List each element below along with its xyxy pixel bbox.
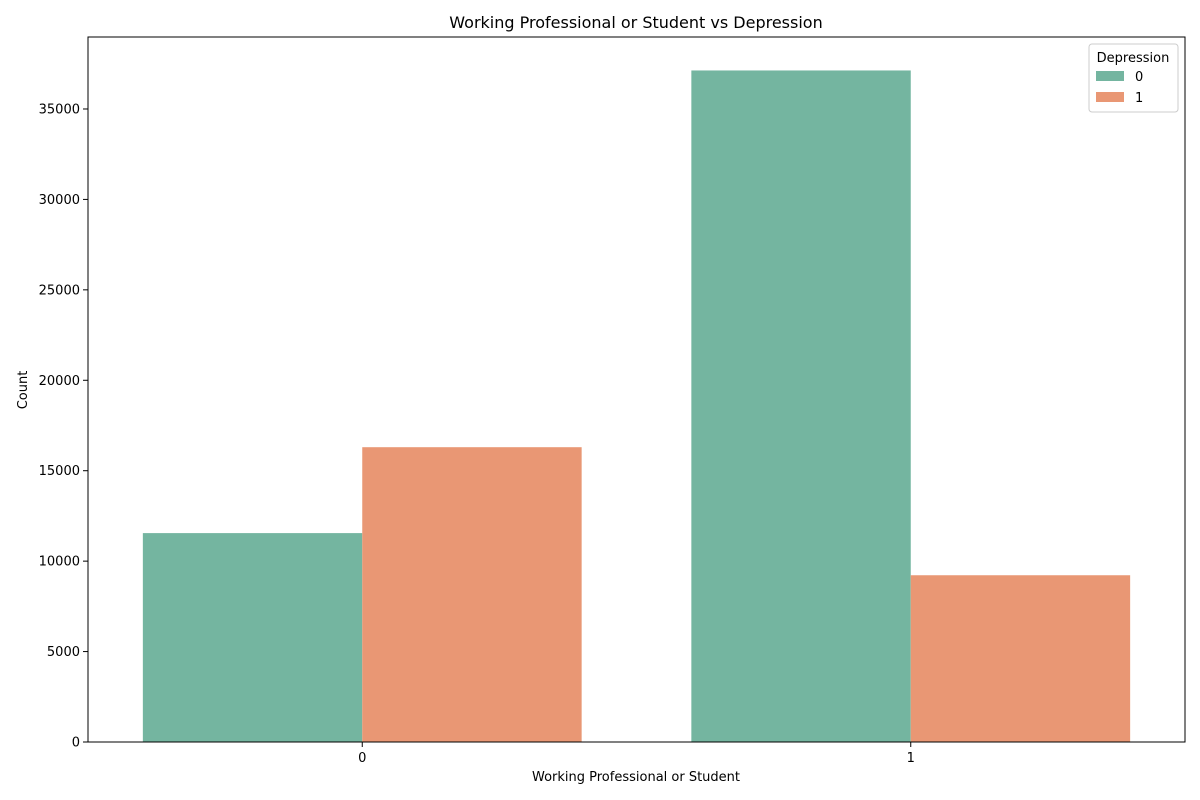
legend-swatch-0 — [1096, 71, 1124, 81]
y-tick-label: 25000 — [39, 283, 80, 298]
legend-label-1: 1 — [1135, 91, 1143, 106]
y-tick-label: 10000 — [39, 555, 80, 570]
legend-title: Depression — [1097, 51, 1170, 66]
y-tick-label: 30000 — [39, 193, 80, 208]
y-tick-label: 15000 — [39, 464, 80, 479]
plot-frame — [87, 36, 1186, 743]
bars-group — [142, 70, 1131, 742]
y-tick-label: 20000 — [39, 374, 80, 389]
bar-cat-1-depression-1 — [910, 575, 1131, 742]
x-axis-label: Working Professional or Student — [532, 770, 740, 785]
legend-swatch-1 — [1096, 92, 1124, 102]
legend-label-0: 0 — [1135, 70, 1143, 85]
y-tick-label: 0 — [72, 736, 80, 751]
y-tick-label: 35000 — [39, 102, 80, 117]
bar-cat-0-depression-1 — [362, 447, 582, 742]
y-axis: 0 5000 10000 15000 20000 25000 30000 35000 — [39, 102, 88, 751]
y-axis-label: Count — [16, 371, 31, 410]
y-tick-label: 5000 — [47, 645, 80, 660]
chart-title: Working Professional or Student vs Depre… — [449, 13, 822, 32]
x-tick-label: 0 — [358, 751, 366, 766]
x-tick-label: 1 — [907, 751, 915, 766]
bar-cat-0-depression-0 — [142, 533, 363, 742]
legend: Depression 0 1 — [1088, 43, 1179, 113]
bar-cat-1-depression-0 — [691, 70, 911, 742]
